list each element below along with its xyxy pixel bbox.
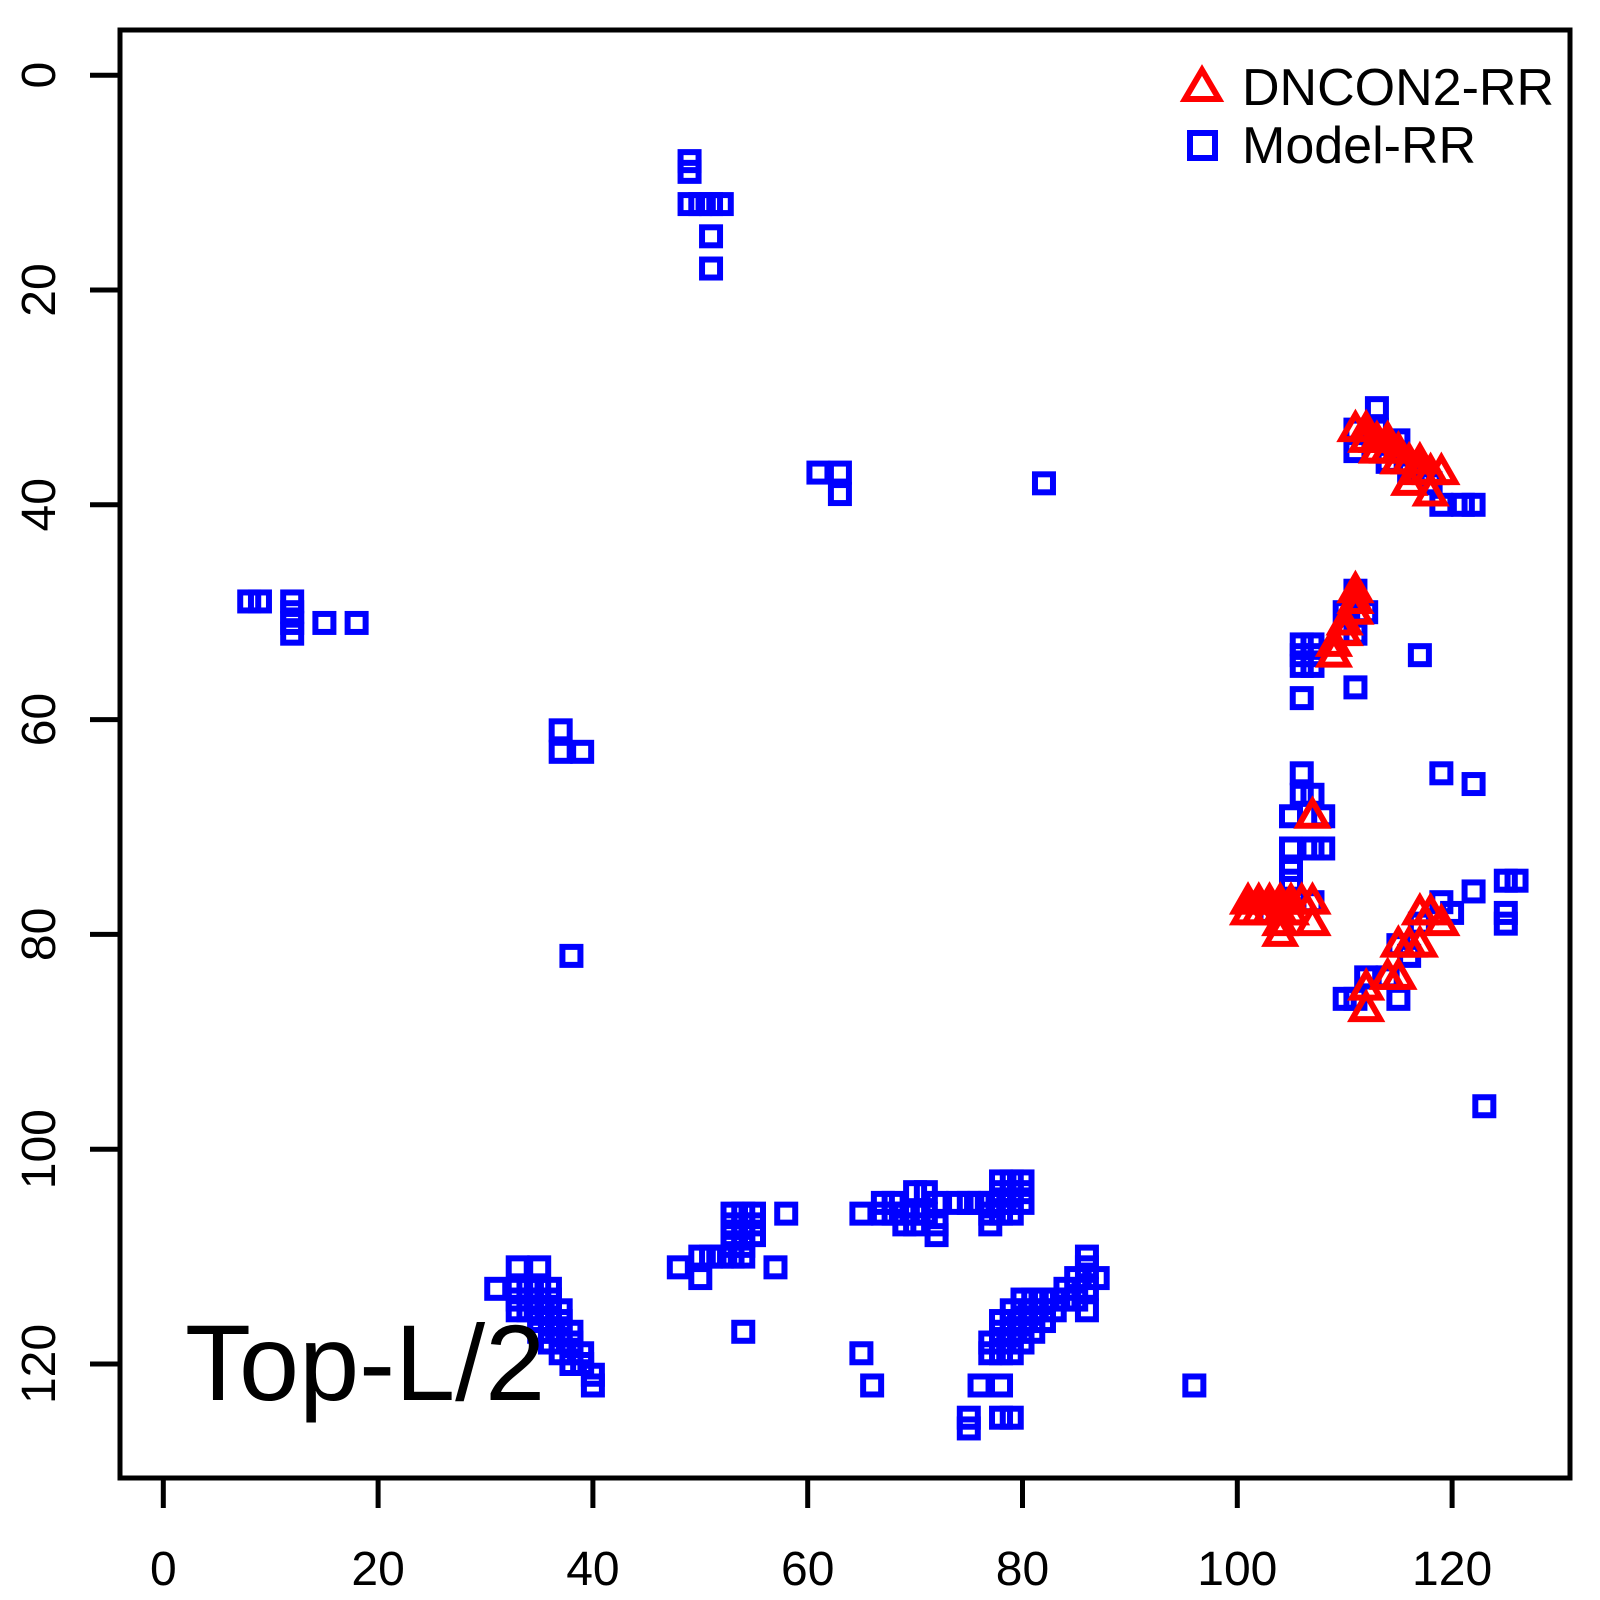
dncon2-rr-marker (1293, 902, 1332, 937)
model-rr-marker (763, 1255, 788, 1280)
model-rr-marker (688, 1266, 713, 1291)
dncon2-rr-series (1228, 408, 1461, 1023)
model-rr-marker (956, 1416, 981, 1441)
model-rr-marker (849, 1341, 874, 1366)
dncon2-rr-marker (1314, 623, 1354, 657)
dncon2-rr-marker (1422, 451, 1461, 486)
model-rr-marker (1472, 1094, 1497, 1119)
dncon2-rr-marker (1261, 913, 1300, 947)
model-rr-marker (1279, 804, 1303, 829)
dncon2-rr-marker (1325, 601, 1364, 636)
plot-border (117, 27, 1573, 1481)
model-rr-marker (1429, 761, 1454, 786)
legend-dncon2-label: DNCON2-RR (1242, 59, 1554, 117)
model-rr-marker (978, 1212, 1003, 1237)
y-axis: 0 20 40 60 80 100 120 (13, 62, 120, 1404)
model-rr-marker (548, 739, 573, 764)
dncon2-rr-marker (1400, 924, 1440, 958)
dncon2-rr-marker (1422, 902, 1461, 937)
annotation-top-l2: Top-L/2 (185, 1302, 545, 1423)
model-rr-marker (1386, 986, 1411, 1011)
model-rr-marker (484, 1276, 509, 1301)
model-rr-marker (1031, 471, 1056, 496)
model-rr-marker (1289, 761, 1314, 786)
dncon2-rr-marker (1336, 580, 1375, 614)
x-tick-label: 60 (781, 1543, 834, 1596)
legend-model-square-icon (1187, 130, 1218, 161)
y-tick-label: 60 (13, 693, 66, 746)
model-rr-marker (699, 256, 724, 281)
model-rr-marker (280, 621, 305, 646)
model-rr-marker (1074, 1298, 1099, 1323)
dncon2-rr-marker (1293, 795, 1332, 829)
dncon2-rr-marker (1347, 988, 1386, 1023)
model-rr-marker (1343, 675, 1368, 700)
model-rr-marker (1461, 492, 1486, 517)
x-tick-label: 100 (1197, 1543, 1277, 1596)
model-rr-marker (731, 1319, 756, 1344)
dncon2-rr-marker (1261, 902, 1300, 937)
model-rr-marker (344, 610, 369, 635)
model-rr-marker (924, 1223, 949, 1248)
model-rr-marker (1289, 686, 1314, 711)
y-tick-label: 20 (13, 263, 66, 316)
model-rr-series (237, 149, 1529, 1441)
model-rr-marker (1504, 868, 1529, 893)
model-rr-marker (1182, 1373, 1207, 1398)
model-rr-marker (1493, 911, 1518, 936)
model-rr-marker (1461, 772, 1486, 797)
model-rr-marker (989, 1373, 1014, 1398)
model-rr-marker (1364, 396, 1389, 421)
dncon2-rr-marker (1379, 956, 1418, 990)
x-tick-label: 80 (996, 1543, 1049, 1596)
legend-dncon2-triangle-icon (1179, 64, 1225, 102)
model-rr-marker (505, 1255, 530, 1280)
dncon2-rr-marker (1411, 473, 1450, 507)
legend: DNCON2-RR Model-RR (1179, 59, 1554, 175)
x-tick-label: 120 (1412, 1543, 1492, 1596)
model-rr-marker (247, 589, 272, 614)
model-rr-marker (312, 610, 337, 635)
model-rr-marker (1461, 879, 1486, 904)
model-rr-marker (827, 482, 852, 507)
model-rr-marker (806, 460, 831, 485)
y-tick-label: 40 (13, 478, 66, 531)
model-rr-marker (699, 224, 724, 249)
y-tick-label: 80 (13, 908, 66, 961)
x-tick-label: 20 (351, 1543, 404, 1596)
model-rr-marker (827, 460, 852, 485)
y-tick-label: 0 (13, 62, 66, 89)
legend-model-label: Model-RR (1242, 117, 1476, 175)
model-rr-marker (924, 1190, 949, 1215)
model-rr-marker (580, 1373, 605, 1398)
model-rr-marker (1279, 836, 1303, 861)
model-rr-marker (570, 739, 595, 764)
model-rr-marker (903, 1212, 928, 1237)
y-tick-label: 100 (13, 1109, 66, 1189)
model-rr-marker (1407, 643, 1432, 668)
model-rr-marker (774, 1201, 799, 1226)
x-axis: 0 20 40 60 80 100 120 (150, 1478, 1492, 1596)
dncon2-rr-marker (1314, 634, 1354, 668)
model-rr-marker (999, 1201, 1024, 1226)
model-rr-marker (559, 943, 584, 968)
model-rr-marker (709, 192, 734, 217)
model-rr-marker (999, 1405, 1024, 1430)
model-rr-marker (1311, 836, 1336, 861)
x-tick-label: 0 (150, 1543, 177, 1596)
model-rr-marker (999, 1341, 1024, 1366)
y-tick-label: 120 (13, 1324, 66, 1404)
model-rr-marker (548, 718, 573, 743)
model-rr-marker (666, 1255, 691, 1280)
dncon2-rr-marker (1389, 462, 1429, 496)
model-rr-marker (527, 1255, 552, 1280)
x-tick-label: 40 (566, 1543, 619, 1596)
model-rr-marker (967, 1373, 992, 1398)
model-rr-marker (849, 1201, 874, 1226)
model-rr-marker (731, 1244, 756, 1269)
model-rr-marker (677, 159, 702, 184)
model-rr-marker (860, 1373, 885, 1398)
